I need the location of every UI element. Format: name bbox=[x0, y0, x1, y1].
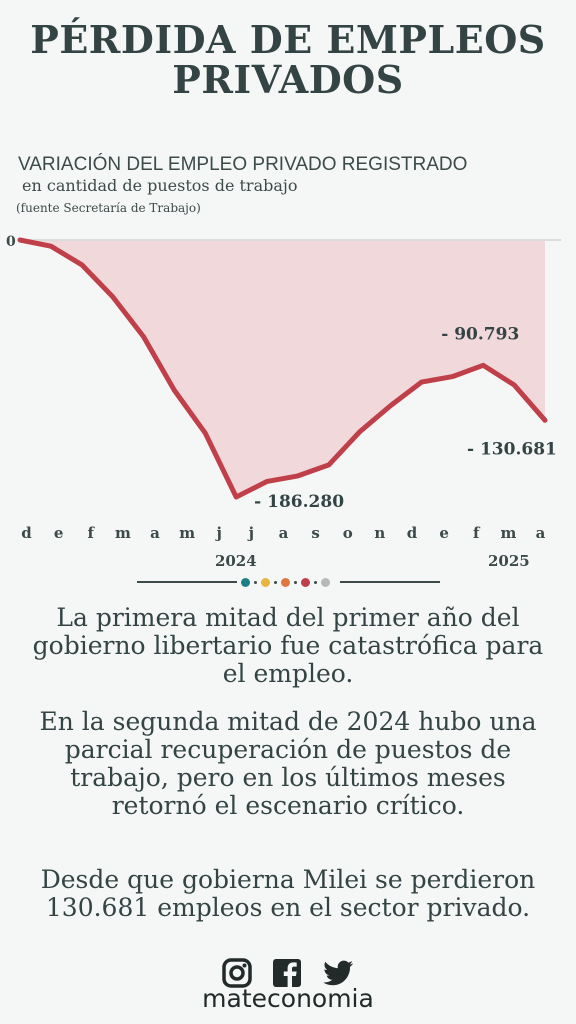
divider-separator bbox=[254, 580, 257, 584]
paragraph-1: La primera mitad del primer año del gobi… bbox=[32, 603, 544, 688]
x-tick-label: m bbox=[500, 524, 517, 542]
series-line bbox=[17, 237, 548, 500]
x-tick-label: s bbox=[311, 524, 320, 542]
data-label: - 186.280 bbox=[254, 492, 344, 512]
x-year-label: 2024 bbox=[215, 552, 257, 570]
facebook-icon[interactable] bbox=[272, 958, 302, 988]
page-title: PÉRDIDA DE EMPLEOS PRIVADOS bbox=[0, 20, 576, 100]
area-fill bbox=[20, 240, 545, 497]
x-tick-label: f bbox=[473, 524, 481, 542]
twitter-icon[interactable] bbox=[322, 958, 354, 988]
divider-dot bbox=[301, 577, 310, 587]
y-zero-label: 0 bbox=[6, 234, 16, 250]
x-tick-label: d bbox=[21, 524, 33, 542]
divider-right bbox=[340, 581, 440, 583]
divider-dot bbox=[281, 577, 290, 587]
paragraph-3: Desde que gobierna Milei se perdieron 13… bbox=[40, 865, 536, 922]
divider-dot bbox=[261, 577, 270, 587]
x-tick-label: j bbox=[215, 524, 223, 542]
x-tick-label: m bbox=[179, 524, 196, 542]
divider-dot bbox=[241, 577, 250, 587]
x-tick-label: e bbox=[54, 524, 65, 542]
divider-separator bbox=[294, 580, 297, 584]
paragraph-2: En la segunda mitad de 2024 hubo una par… bbox=[39, 707, 537, 820]
x-tick-label: j bbox=[247, 524, 255, 542]
title-line-1: PÉRDIDA DE EMPLEOS bbox=[30, 17, 546, 62]
chart-subtitle: VARIACIÓN DEL EMPLEO PRIVADO REGISTRADO bbox=[18, 154, 468, 175]
instagram-icon[interactable] bbox=[222, 958, 252, 988]
title-line-2: PRIVADOS bbox=[172, 57, 404, 102]
x-year-label: 2025 bbox=[488, 552, 530, 570]
divider-left bbox=[137, 581, 237, 583]
social-links bbox=[0, 958, 576, 988]
x-tick-label: a bbox=[536, 524, 547, 542]
data-label: - 130.681 bbox=[467, 439, 557, 459]
divider-separator bbox=[274, 580, 277, 584]
x-tick-label: d bbox=[407, 524, 419, 542]
brand-name: mateconomia bbox=[202, 984, 374, 1013]
chart-units: en cantidad de puestos de trabajo bbox=[22, 176, 298, 195]
data-label: - 90.793 bbox=[441, 324, 519, 344]
x-tick-label: a bbox=[279, 524, 290, 542]
chart-source: (fuente Secretaría de Trabajo) bbox=[16, 201, 201, 215]
x-tick-label: f bbox=[88, 524, 96, 542]
x-tick-label: e bbox=[439, 524, 450, 542]
x-tick-label: n bbox=[374, 524, 386, 542]
x-tick-label: m bbox=[115, 524, 132, 542]
x-tick-label: o bbox=[343, 524, 354, 542]
divider-separator bbox=[314, 580, 317, 584]
divider-dots bbox=[241, 576, 330, 588]
x-tick-label: a bbox=[150, 524, 161, 542]
divider-dot bbox=[321, 577, 330, 587]
